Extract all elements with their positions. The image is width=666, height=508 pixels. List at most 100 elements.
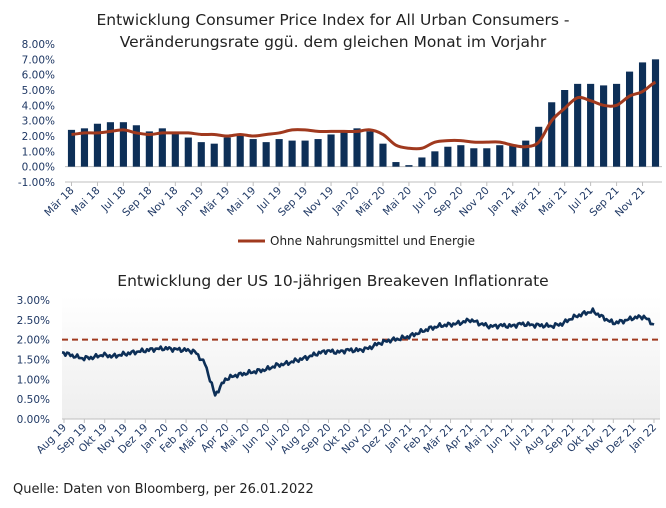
x-tick-label: Jun 21	[484, 422, 517, 455]
cpi-bar	[340, 131, 348, 167]
x-tick-label: Mai 18	[69, 185, 102, 218]
y-tick-label: 1.00%	[17, 374, 50, 386]
cpi-bar	[327, 134, 335, 167]
cpi-bar	[119, 122, 127, 167]
cpi-bar	[431, 151, 439, 167]
cpi-bar	[600, 85, 608, 167]
cpi-bar	[444, 146, 452, 167]
cpi-bar	[587, 83, 595, 167]
chart1-title-line2: Veränderungsrate ggü. dem gleichen Monat…	[119, 33, 547, 51]
x-tick-label: Mai 20	[219, 422, 252, 455]
x-tick-label: Dez 19	[116, 422, 150, 456]
chart2-title: Entwicklung der US 10-jährigen Breakeven…	[117, 272, 549, 290]
y-tick-label: 5.00%	[22, 85, 55, 97]
legend: Ohne Nahrungsmittel und Energie	[238, 234, 475, 248]
cpi-bar	[67, 129, 76, 167]
cpi-bar	[145, 131, 153, 167]
cpi-bar	[392, 162, 400, 167]
cpi-bar	[249, 139, 257, 167]
x-tick-label: Mär 20	[354, 185, 388, 219]
cpi-bar	[93, 123, 102, 167]
y-tick-label: 1.50%	[17, 355, 50, 367]
x-tick-label: Mär 21	[421, 422, 455, 456]
x-tick-label: Mär 20	[177, 422, 211, 456]
x-tick-label: Okt 20	[321, 422, 354, 455]
x-tick-label: Mai 21	[536, 185, 569, 218]
x-tick-label: Mai 19	[225, 185, 258, 218]
x-tick-label: Mär 18	[42, 185, 76, 219]
cpi-bar	[288, 140, 296, 167]
cpi-bar	[223, 137, 231, 167]
x-tick-label: Mai 21	[463, 422, 496, 455]
x-tick-label: Apr 20	[199, 422, 232, 455]
cpi-bar	[184, 137, 192, 167]
x-tick-label: Mai 20	[381, 185, 414, 218]
cpi-bar	[353, 128, 361, 167]
cpi-bar	[379, 143, 387, 167]
y-tick-label: 6.00%	[22, 70, 55, 82]
cpi-bar	[522, 140, 530, 167]
y-tick-label: 7.00%	[22, 54, 55, 66]
legend-entry: Ohne Nahrungsmittel und Energie	[270, 234, 475, 248]
cpi-bar	[496, 145, 504, 167]
y-tick-label: 3.00%	[22, 116, 55, 128]
source-note: Quelle: Daten von Bloomberg, per 26.01.2…	[13, 482, 314, 497]
x-tick-label: Jul 21	[507, 422, 537, 452]
core-cpi-line	[71, 80, 657, 151]
plot-area-background	[62, 296, 660, 419]
y-tick-label: 1.00%	[22, 146, 55, 158]
cpi-bar-chart: -1.00% 0.00% 1.00% 2.00% 3.00% 4.00% 5.00% 6.00…	[18, 39, 662, 248]
x-tick-label: Feb 20	[158, 422, 191, 455]
x-tick-label: Feb 21	[402, 422, 435, 455]
cpi-bar	[80, 128, 89, 167]
y-tick-label: 2.50%	[17, 315, 50, 327]
cpi-bar	[651, 59, 660, 167]
cpi-bar	[418, 157, 426, 167]
x-tick-label: Aug 21	[523, 422, 558, 457]
cpi-bar	[561, 90, 569, 167]
y-tick-label: 2.00%	[22, 131, 55, 143]
chart1-title-line1: Entwicklung Consumer Price Index for All…	[96, 11, 570, 29]
y-tick-label: -1.00%	[18, 177, 55, 189]
x-tick-label: Aug 20	[278, 422, 313, 457]
x-tick-label: Apr 21	[443, 422, 476, 455]
x-tick-label: Mär 19	[198, 185, 232, 219]
cpi-bar	[106, 122, 114, 167]
x-tick-label: Dez 20	[360, 422, 394, 456]
cpi-bar	[197, 142, 205, 167]
cpi-bar	[638, 62, 647, 167]
x-tick-label: Okt 21	[565, 422, 598, 455]
cpi-bar	[262, 142, 270, 167]
x-tick-label: Nov 20	[340, 422, 375, 457]
cpi-bar	[470, 148, 478, 167]
breakeven-rate-line	[61, 307, 655, 397]
x-tick-label: Okt 19	[76, 422, 109, 455]
x-tick-label: Sep 20	[299, 422, 333, 456]
x-tick-label: Jan 21	[383, 422, 415, 454]
x-tick-label: Nov 21	[584, 422, 619, 457]
y-tick-label: 3.00%	[17, 295, 50, 307]
cpi-bar	[171, 132, 179, 167]
x-tick-label: Jul 20	[263, 422, 293, 452]
x-tick-label: Jun 20	[240, 422, 273, 455]
cpi-bar	[548, 102, 556, 167]
cpi-bar	[405, 165, 413, 167]
x-tick-label: Jan 20	[138, 422, 170, 454]
x-tick-label: Dez 21	[604, 422, 638, 456]
cpi-bar	[574, 83, 582, 167]
y-tick-label: 0.00%	[17, 414, 50, 426]
cpi-bar	[366, 131, 374, 167]
x-tick-label: Nov 19	[95, 422, 130, 457]
cpi-bar	[275, 139, 283, 167]
cpi-bar	[457, 145, 465, 167]
y-tick-label: 8.00%	[22, 39, 55, 51]
y-tick-label: 0.00%	[22, 162, 55, 174]
cpi-bar	[314, 139, 322, 167]
x-tick-label: Aug 19	[34, 422, 69, 457]
y-tick-label: 0.50%	[17, 394, 50, 406]
cpi-bar	[613, 83, 621, 167]
cpi-bar	[483, 148, 491, 167]
y-tick-label: 2.00%	[17, 335, 50, 347]
cpi-bar	[625, 71, 634, 167]
x-tick-label: Jan 22	[627, 422, 659, 454]
